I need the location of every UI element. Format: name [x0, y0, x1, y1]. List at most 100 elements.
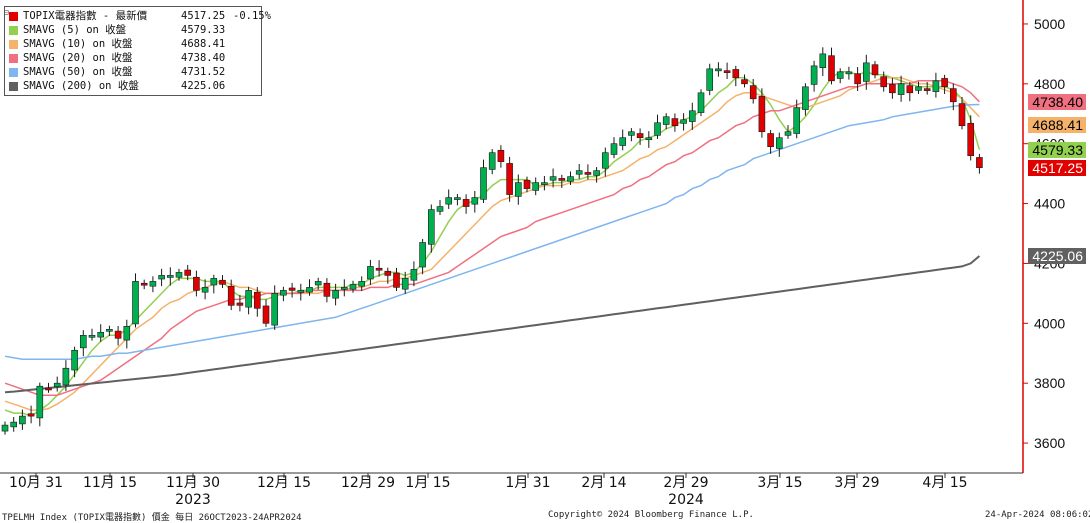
- x-tick-label: 12月 29: [341, 475, 395, 491]
- sma-line: [4, 255, 981, 394]
- candle-body: [132, 281, 139, 325]
- y-tick-label: 4000: [1034, 315, 1065, 331]
- candle-body: [454, 197, 461, 200]
- legend-swatch: [9, 82, 18, 91]
- x-tick-label: 11月 15: [83, 475, 137, 491]
- footer-source: TPELMH Index (TOPIX電器指數) 價金 每日 26OCT2023…: [2, 513, 302, 523]
- candle-body: [706, 68, 714, 91]
- y-tick-label: 4400: [1034, 196, 1065, 212]
- candle-body: [680, 119, 687, 124]
- legend-swatch: [9, 54, 18, 63]
- candle-body: [53, 382, 61, 388]
- candle-body: [427, 209, 435, 245]
- candle-body: [567, 176, 574, 182]
- candle-body: [1, 424, 9, 432]
- candle-body: [245, 290, 252, 308]
- last-value-tag: 4738.40: [1028, 94, 1086, 111]
- x-tick-label: 3月 15: [757, 475, 802, 491]
- candle-body: [393, 272, 400, 288]
- footer-timestamp: 24-Apr-2024 08:06:02: [985, 510, 1090, 520]
- candle-body: [784, 131, 792, 136]
- candle-body: [227, 285, 235, 306]
- candle-body: [549, 176, 557, 181]
- legend-swatch: [9, 12, 18, 21]
- candle-body: [445, 197, 453, 205]
- x-tick-label: 2月 29: [663, 475, 708, 491]
- candle-body: [941, 78, 948, 88]
- candle-body: [71, 349, 78, 371]
- candle-body: [749, 85, 757, 100]
- legend-label: SMAVG (50) on 收盤: [23, 66, 133, 78]
- candle-body: [36, 385, 44, 419]
- candle-body: [628, 131, 635, 136]
- candle-body: [349, 284, 357, 290]
- y-tick-label: 5000: [1034, 16, 1065, 32]
- candle-body: [149, 281, 157, 287]
- candle-body: [201, 287, 209, 293]
- candle-body: [436, 206, 444, 212]
- x-tick-label: 2月 14: [581, 475, 626, 491]
- candle-body: [880, 76, 888, 88]
- x-year-label: 2024: [668, 492, 704, 508]
- sma-line: [4, 80, 980, 396]
- candle-body: [175, 272, 183, 278]
- candle-body: [836, 71, 844, 79]
- candle-body: [297, 290, 305, 293]
- x-tick-label: 1月 31: [505, 475, 550, 491]
- candle-body: [471, 197, 479, 205]
- x-tick-label: 12月 15: [257, 475, 311, 491]
- candle-body: [288, 287, 296, 291]
- candle-body: [584, 172, 592, 175]
- candle-body: [723, 70, 731, 73]
- legend-value: 4688.41: [181, 38, 226, 50]
- y-tick-label: 3600: [1034, 435, 1065, 451]
- candle-body: [558, 178, 566, 181]
- candle-body: [732, 69, 740, 79]
- candle-body: [932, 80, 940, 92]
- candle-body: [367, 266, 374, 280]
- candle-body: [758, 96, 766, 133]
- candle-body: [167, 275, 174, 278]
- candle-body: [967, 123, 975, 156]
- legend-value: 4731.52: [181, 66, 226, 78]
- candle-body: [810, 65, 818, 85]
- candle-body: [254, 291, 261, 309]
- candle-body: [401, 278, 409, 290]
- candle-body: [462, 199, 470, 207]
- candle-body: [514, 182, 522, 197]
- legend-collapse-icon[interactable]: ⊟: [4, 8, 9, 17]
- candle-body: [619, 137, 627, 146]
- candle-body: [741, 79, 748, 85]
- candle-body: [480, 167, 487, 200]
- candle-body: [802, 86, 809, 110]
- legend-swatch: [9, 26, 18, 35]
- candle-body: [949, 88, 957, 103]
- candle-body: [27, 413, 35, 417]
- candle-body: [671, 118, 679, 127]
- candle-body: [906, 85, 914, 94]
- candle-body: [715, 68, 722, 72]
- candle-body: [123, 326, 131, 341]
- legend-value: 4579.33: [181, 24, 226, 36]
- candle-body: [419, 242, 426, 268]
- candle-body: [410, 269, 418, 281]
- candle-body: [654, 122, 661, 136]
- legend-label: SMAVG (200) on 收盤: [23, 80, 139, 92]
- x-year-label: 2023: [175, 492, 211, 508]
- x-tick-label: 10月 31: [9, 475, 63, 491]
- candle-body: [541, 182, 548, 185]
- candle-body: [45, 387, 52, 391]
- candle-body: [958, 103, 966, 127]
- footer-copyright: Copyright© 2024 Bloomberg Finance L.P.: [548, 510, 754, 520]
- legend-value: 4517.25: [181, 10, 226, 22]
- candle-body: [976, 157, 983, 168]
- candle-body: [97, 331, 104, 338]
- last-value-tag: 4225.06: [1028, 247, 1086, 264]
- candle-body: [923, 88, 931, 91]
- candle-body: [506, 163, 513, 195]
- candle-body: [845, 71, 853, 75]
- sma-line: [4, 71, 981, 417]
- candle-body: [601, 152, 609, 169]
- candle-body: [210, 278, 218, 286]
- candle-body: [271, 293, 279, 326]
